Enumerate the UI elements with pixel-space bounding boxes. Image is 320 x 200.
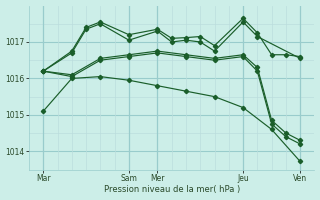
X-axis label: Pression niveau de la mer( hPa ): Pression niveau de la mer( hPa ) <box>104 185 240 194</box>
